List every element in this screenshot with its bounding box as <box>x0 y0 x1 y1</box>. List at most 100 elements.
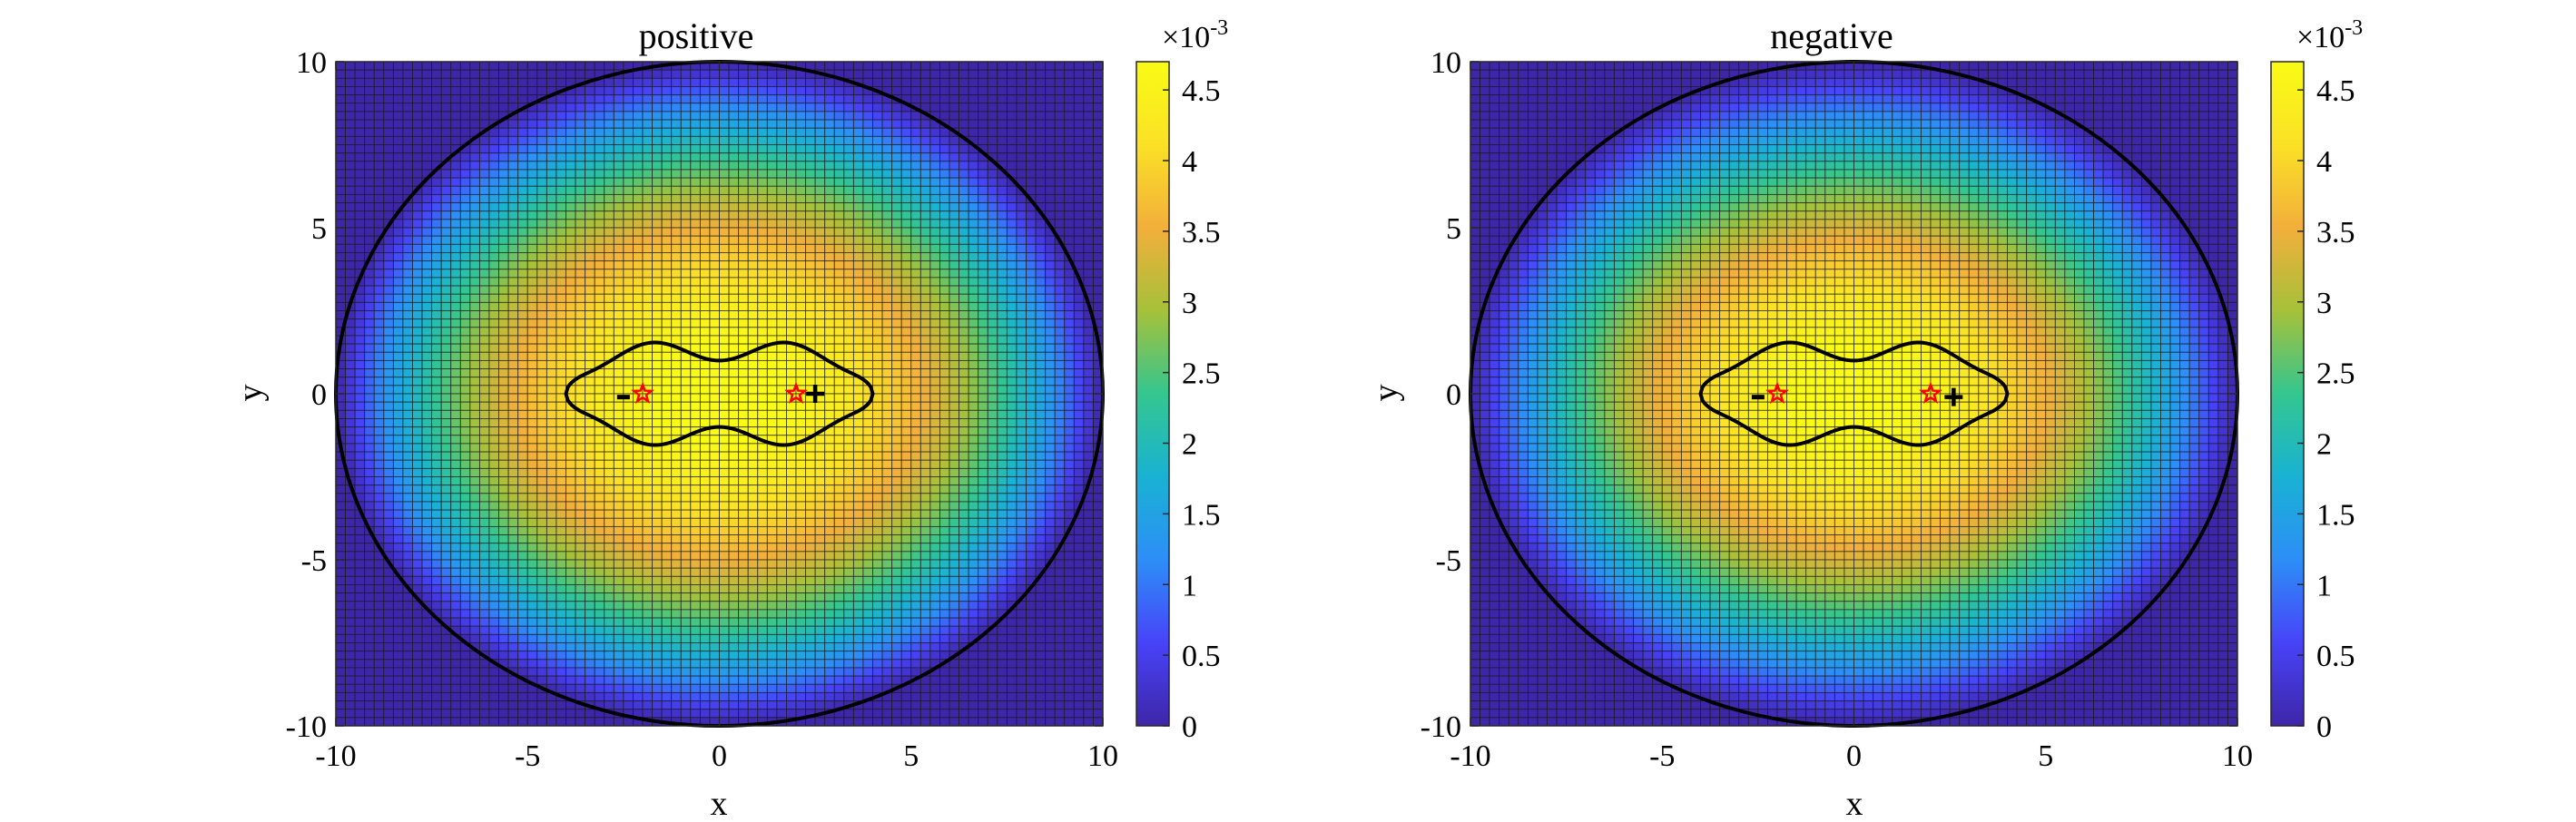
heatmap-cell <box>412 443 423 453</box>
heatmap-cell <box>719 277 730 287</box>
heatmap-cell <box>795 94 807 104</box>
heatmap-cell <box>469 152 480 162</box>
heatmap-cell <box>546 393 557 403</box>
heatmap-cell <box>959 310 969 320</box>
heatmap-cell <box>613 543 624 553</box>
heatmap-cell <box>383 385 394 395</box>
heatmap-cell <box>709 127 721 137</box>
heatmap-cell <box>421 210 433 220</box>
heatmap-cell <box>949 301 960 312</box>
heatmap-cell <box>507 551 519 561</box>
heatmap-cell <box>805 551 816 561</box>
heatmap-cell <box>536 459 547 469</box>
heatmap-cell <box>335 219 347 229</box>
heatmap-cell <box>604 219 615 229</box>
heatmap-cell <box>613 484 624 494</box>
heatmap-cell <box>632 335 644 345</box>
heatmap-cell <box>412 94 423 104</box>
heatmap-cell <box>575 185 586 195</box>
heatmap-cell <box>978 351 988 361</box>
heatmap-cell <box>373 435 385 445</box>
heatmap-cell <box>1035 111 1047 121</box>
heatmap-cell <box>488 285 500 295</box>
heatmap-cell <box>939 301 950 312</box>
heatmap-cell <box>536 269 547 279</box>
heatmap-cell <box>345 517 356 527</box>
heatmap-cell <box>747 135 759 146</box>
heatmap-cell <box>623 152 634 162</box>
heatmap-cell <box>776 269 787 279</box>
heatmap-cell <box>959 559 969 569</box>
heatmap-cell <box>585 85 595 96</box>
heatmap-cell <box>478 543 490 553</box>
heatmap-cell <box>900 401 912 411</box>
heatmap-cell <box>469 327 480 337</box>
heatmap-cell <box>623 260 634 270</box>
heatmap-cell <box>690 534 701 544</box>
heatmap-cell <box>536 426 547 436</box>
heatmap-cell <box>594 377 605 387</box>
heatmap-cell <box>757 409 768 419</box>
heatmap-cell <box>373 476 385 486</box>
heatmap-cell <box>881 393 893 403</box>
heatmap-cell <box>354 335 366 345</box>
heatmap-cell <box>766 285 778 295</box>
heatmap-cell <box>939 318 950 328</box>
heatmap-cell <box>354 534 366 544</box>
heatmap-cell <box>373 509 385 519</box>
heatmap-cell <box>833 252 845 262</box>
heatmap-cell <box>949 567 960 577</box>
heatmap-cell <box>968 426 979 436</box>
heatmap-cell <box>1073 69 1085 79</box>
heatmap-cell <box>910 227 921 237</box>
heatmap-cell <box>642 359 654 370</box>
heatmap-cell <box>785 119 797 129</box>
heatmap-cell <box>978 243 988 253</box>
heatmap-cell <box>891 85 902 96</box>
heatmap-cell <box>949 103 960 113</box>
heatmap-cell <box>1073 351 1085 361</box>
heatmap-cell <box>488 359 500 370</box>
heatmap-cell <box>440 551 452 561</box>
heatmap-cell <box>680 85 692 96</box>
heatmap-cell <box>575 285 586 295</box>
heatmap-cell <box>738 501 749 511</box>
heatmap-cell <box>1006 409 1018 419</box>
heatmap-cell <box>623 285 634 295</box>
heatmap-cell <box>613 169 624 179</box>
heatmap-cell <box>805 144 816 154</box>
heatmap-cell <box>526 575 538 585</box>
heatmap-cell <box>345 368 356 378</box>
heatmap-cell <box>623 193 634 204</box>
heatmap-cell <box>498 543 509 553</box>
heatmap-cell <box>747 559 759 569</box>
heatmap-cell <box>872 459 883 469</box>
heatmap-cell <box>556 285 567 295</box>
heatmap-cell <box>728 484 740 494</box>
heatmap-cell <box>824 61 835 71</box>
heatmap-cell <box>968 94 979 104</box>
heatmap-cell <box>652 401 663 411</box>
heatmap-cell <box>709 393 721 403</box>
heatmap-cell <box>671 69 682 79</box>
heatmap-cell <box>536 393 547 403</box>
heatmap-cell <box>1064 543 1075 553</box>
heatmap-cell <box>412 343 423 353</box>
heatmap-cell <box>709 517 721 527</box>
heatmap-cell <box>632 269 644 279</box>
heatmap-cell <box>1045 252 1056 262</box>
heatmap-cell <box>652 368 663 378</box>
heatmap-cell <box>738 385 749 395</box>
heatmap-cell <box>690 202 701 212</box>
heatmap-cell <box>526 235 538 245</box>
heatmap-cell <box>469 385 480 395</box>
heatmap-cell <box>814 418 826 428</box>
heatmap-cell <box>987 235 998 245</box>
heatmap-cell <box>978 401 988 411</box>
heatmap-cell <box>978 85 988 96</box>
heatmap-cell <box>498 359 509 370</box>
heatmap-cell <box>891 277 902 287</box>
heatmap-cell <box>613 111 624 121</box>
heatmap-cell <box>671 219 682 229</box>
heatmap-cell <box>1016 193 1027 204</box>
